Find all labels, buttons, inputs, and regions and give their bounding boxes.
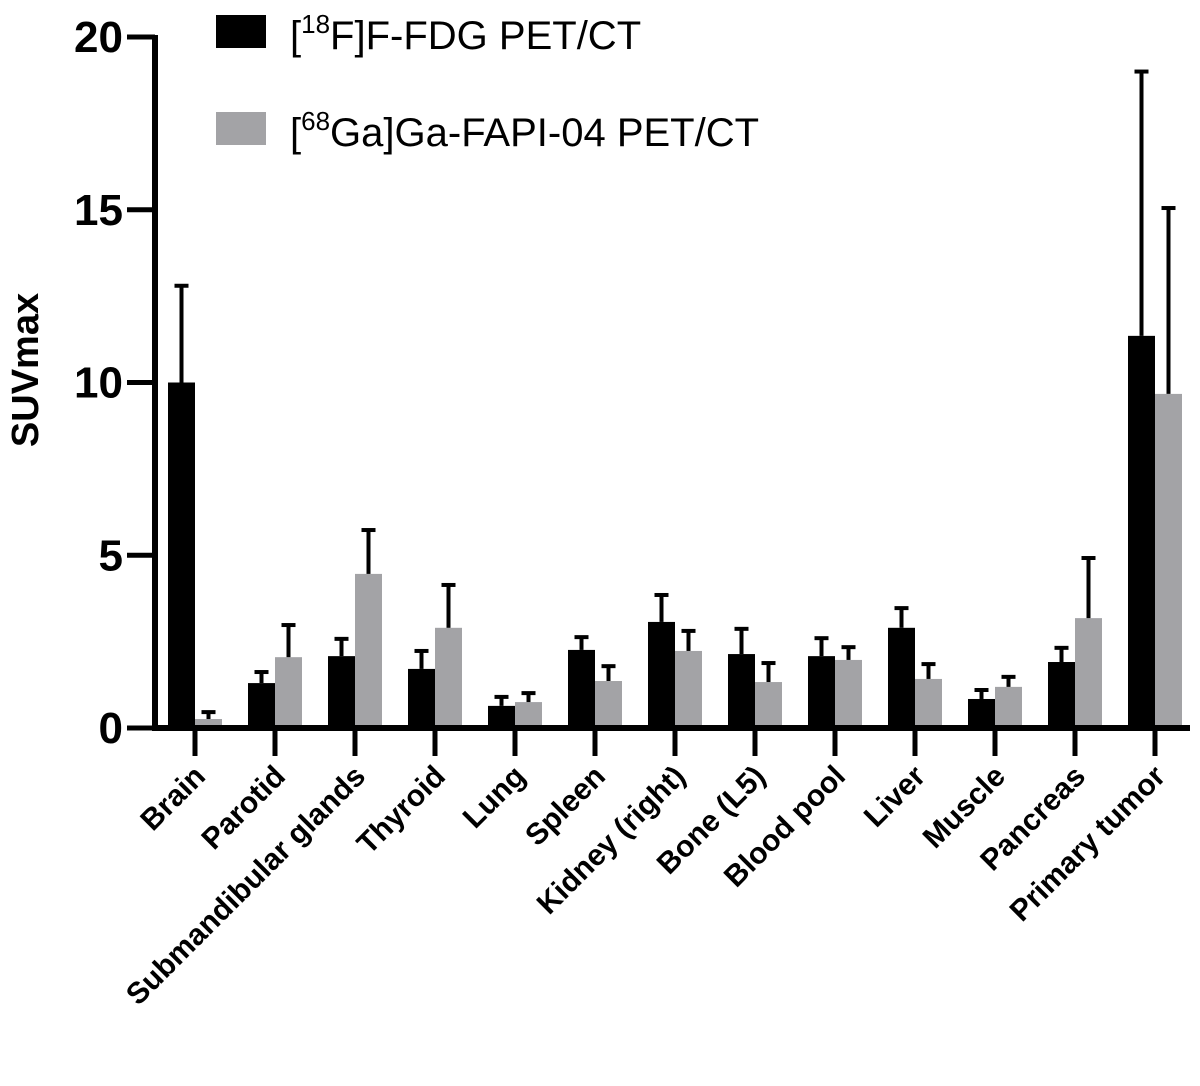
bar [568, 649, 595, 728]
y-axis-label: SUVmax [5, 293, 47, 447]
bar [808, 656, 835, 728]
bar [648, 621, 675, 728]
bar [915, 678, 942, 728]
legend: [18F]F-FDG PET/CT [68Ga]Ga-FAPI-04 PET/CT [216, 9, 759, 155]
y-tick-label: 15 [74, 186, 123, 235]
x-tick-label: Lung [457, 760, 532, 835]
bar [968, 698, 995, 728]
bar [1155, 393, 1182, 728]
bar [835, 659, 862, 728]
bar [1048, 662, 1075, 728]
bar [488, 705, 515, 728]
bar [248, 683, 275, 728]
bar [195, 719, 222, 728]
bar [1128, 335, 1155, 728]
x-tick-label: Thyroid [351, 760, 452, 861]
legend-swatch [216, 112, 266, 145]
bar [328, 656, 355, 728]
bar [355, 573, 382, 728]
x-tick-label: Liver [858, 759, 932, 833]
bar [755, 682, 782, 728]
bar [595, 681, 622, 728]
bar [1075, 618, 1102, 728]
x-tick-label: Brain [134, 760, 212, 838]
bar [515, 702, 542, 728]
y-tick-label: 10 [74, 359, 123, 408]
bar [168, 382, 195, 728]
bar [275, 657, 302, 728]
legend-label: [68Ga]Ga-FAPI-04 PET/CT [290, 106, 759, 155]
bar [888, 627, 915, 728]
bar [675, 650, 702, 728]
y-tick-label: 5 [99, 531, 123, 580]
bar [435, 627, 462, 728]
legend-swatch [216, 15, 266, 48]
bar [408, 668, 435, 728]
bars [168, 69, 1182, 728]
y-tick-label: 0 [99, 704, 123, 753]
legend-label: [18F]F-FDG PET/CT [290, 9, 641, 58]
y-tick-label: 20 [74, 13, 123, 62]
bar [728, 654, 755, 728]
bar [995, 686, 1022, 728]
